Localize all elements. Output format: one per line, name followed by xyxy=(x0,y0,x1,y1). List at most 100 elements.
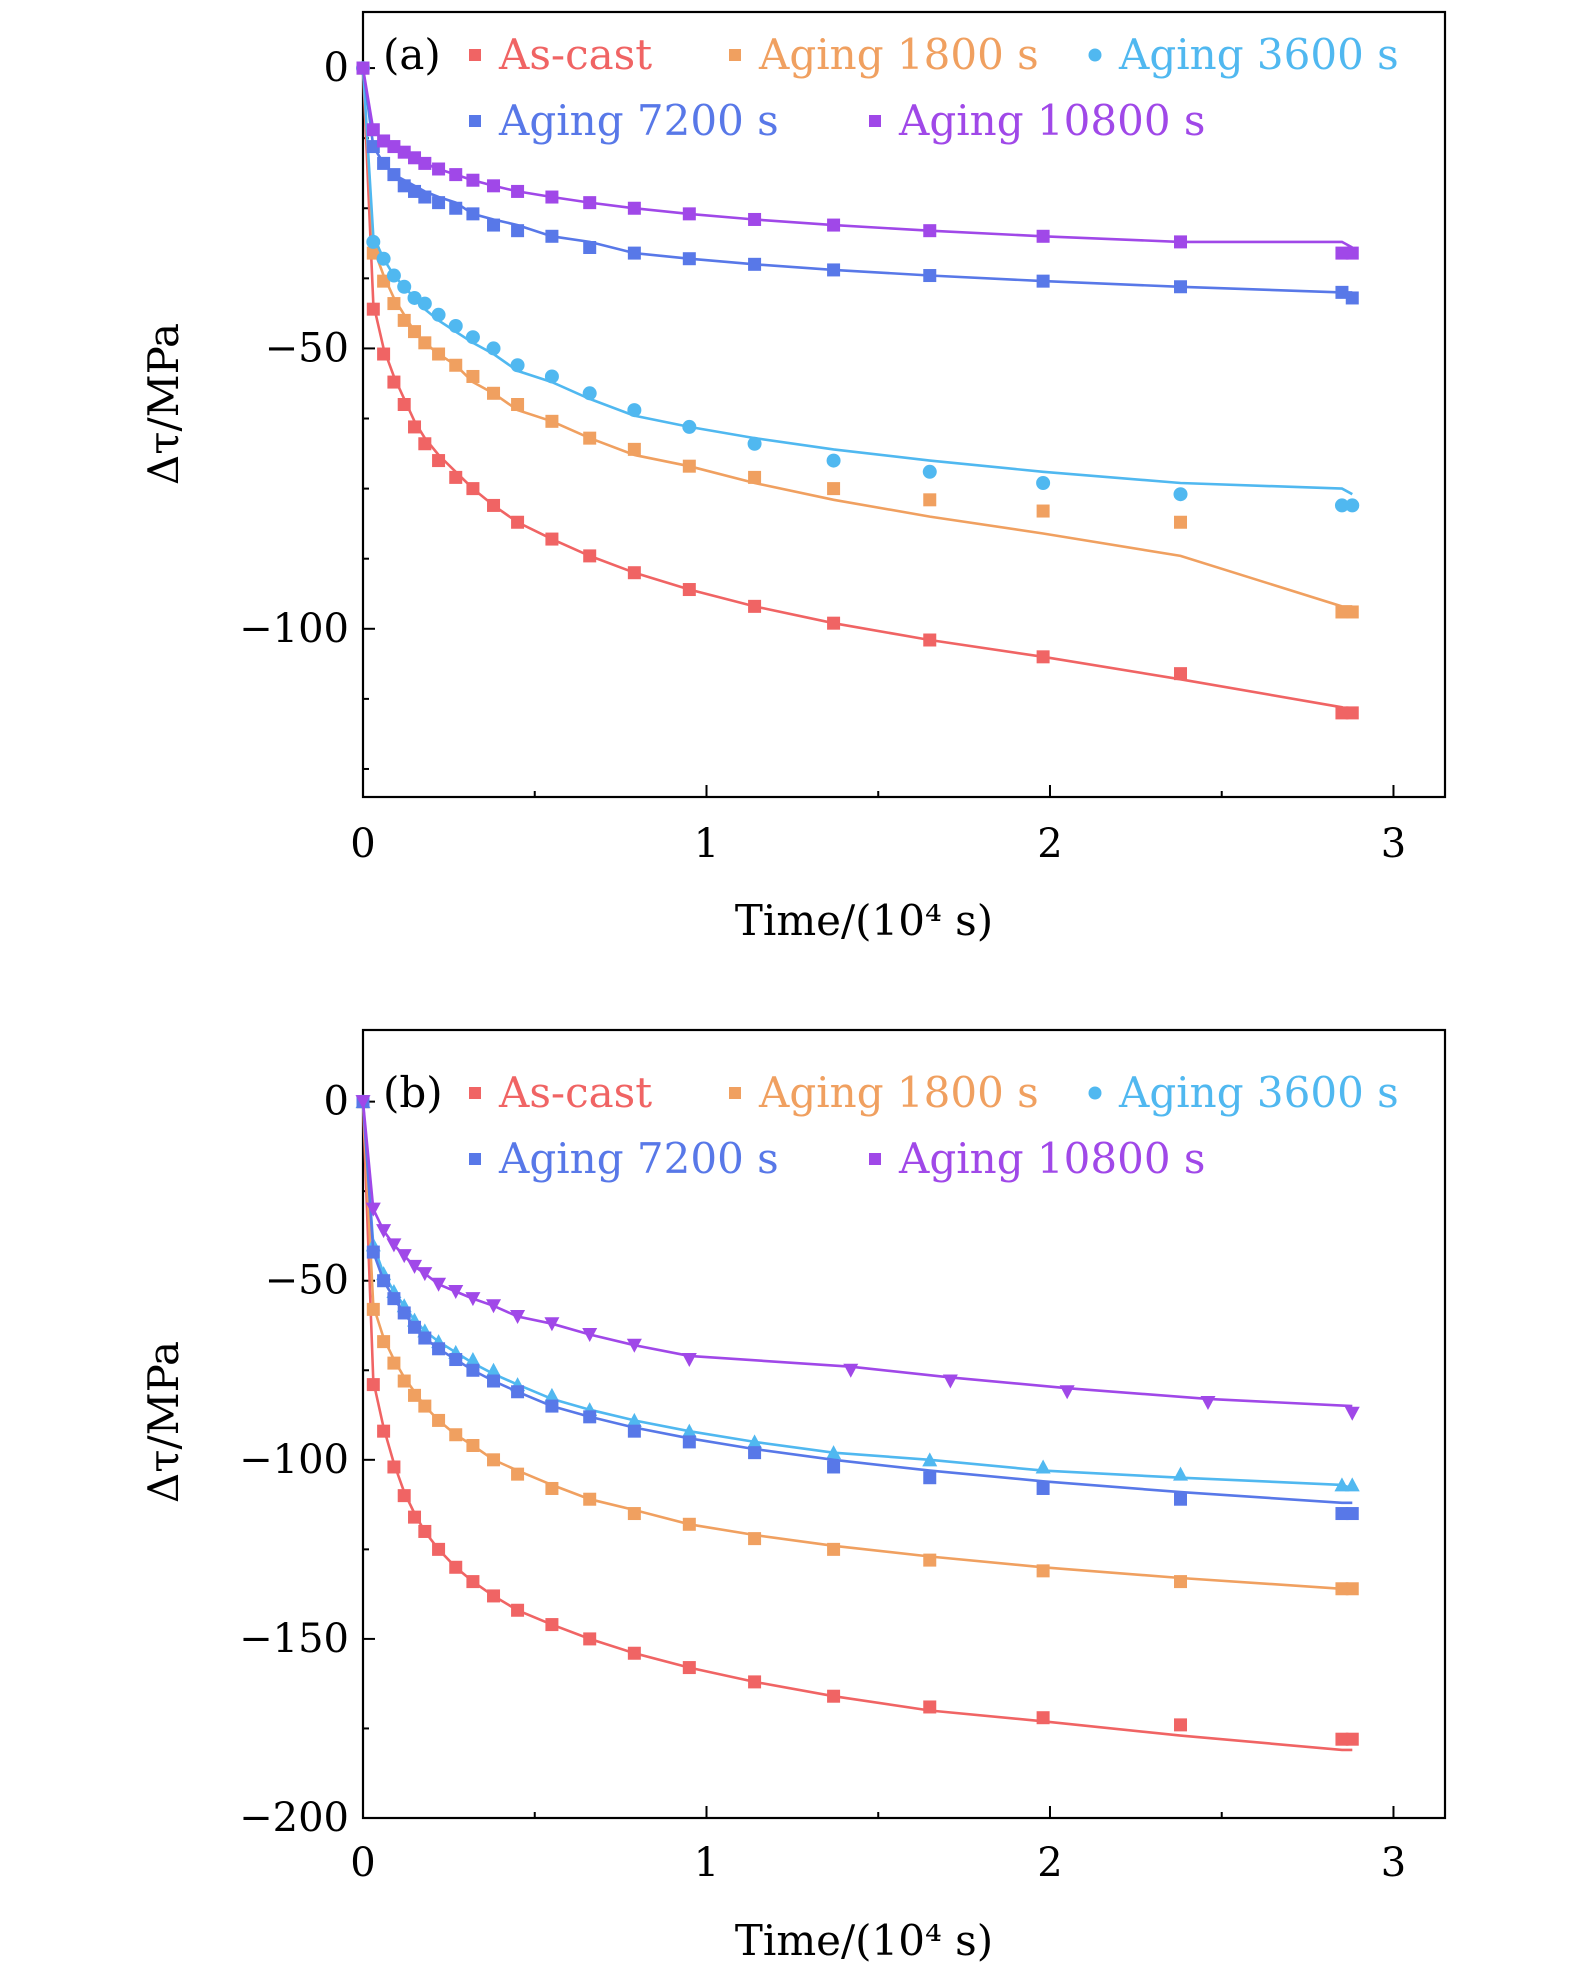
data-point xyxy=(487,1589,501,1603)
data-point xyxy=(377,1424,391,1438)
legend-marker xyxy=(869,1153,881,1165)
data-point xyxy=(682,583,696,597)
data-point xyxy=(827,482,841,496)
series-1 xyxy=(356,1095,1359,1596)
data-point xyxy=(431,1277,447,1292)
x-tick-label: 3 xyxy=(1381,821,1406,867)
legend-marker xyxy=(729,49,741,61)
x-axis-label: Time/(10⁴ s) xyxy=(735,1916,993,1965)
data-point xyxy=(583,1492,597,1506)
fit-curve xyxy=(361,68,1353,715)
data-point xyxy=(1345,246,1359,260)
series-3 xyxy=(356,1095,1359,1521)
data-point xyxy=(748,1446,762,1460)
series-4 xyxy=(355,1095,1360,1421)
plot-frame xyxy=(361,10,1447,799)
fit-curve xyxy=(361,1101,1353,1752)
data-point xyxy=(923,1700,937,1714)
data-point xyxy=(923,224,937,238)
y-tick-label: −200 xyxy=(239,1795,349,1841)
data-point xyxy=(747,1434,763,1449)
data-point xyxy=(923,493,937,507)
data-point xyxy=(544,1317,560,1332)
data-point xyxy=(682,1661,696,1675)
y-tick-label: 0 xyxy=(324,1079,349,1125)
data-point xyxy=(1036,274,1050,288)
data-point xyxy=(466,1363,480,1377)
data-point xyxy=(583,241,597,254)
data-point xyxy=(1345,605,1359,619)
data-point xyxy=(408,1510,422,1524)
legend: As-cast Aging 1800 s Aging 3600 s Aging 720… xyxy=(469,1068,1399,1183)
data-point xyxy=(449,168,463,182)
data-point xyxy=(487,1453,501,1467)
data-point xyxy=(627,1646,641,1660)
data-point xyxy=(408,325,422,339)
data-point xyxy=(407,290,422,305)
data-point xyxy=(418,156,432,170)
data-point xyxy=(748,1675,762,1689)
data-point xyxy=(827,1460,841,1474)
data-point xyxy=(682,1435,696,1449)
data-point xyxy=(449,358,463,372)
data-point xyxy=(1174,235,1188,249)
legend-marker xyxy=(469,115,481,127)
panel-b: 0 1 2 3 0 −50 −100 −150 −200 Time/(10⁴ s) Δτ/MPa (b… xyxy=(139,1028,1447,1965)
data-point xyxy=(826,453,841,468)
data-point xyxy=(397,313,411,327)
data-point xyxy=(466,1438,480,1452)
data-point xyxy=(511,224,525,238)
data-point xyxy=(1344,1406,1360,1421)
data-point xyxy=(923,633,937,647)
data-point xyxy=(748,599,762,613)
series-3 xyxy=(356,61,1359,305)
data-point xyxy=(449,1428,463,1442)
data-point xyxy=(408,1388,422,1402)
data-point xyxy=(923,269,937,283)
data-point xyxy=(827,1689,841,1703)
data-point xyxy=(1335,605,1349,619)
data-point xyxy=(356,61,370,75)
data-point xyxy=(432,1342,446,1356)
legend-label: Aging 7200 s xyxy=(498,1134,779,1183)
y-axis-label: Δτ/MPa xyxy=(139,323,188,485)
data-point xyxy=(545,190,559,204)
data-point xyxy=(387,168,401,182)
fit-curve xyxy=(361,67,1353,249)
data-point xyxy=(387,1356,401,1370)
data-point xyxy=(408,420,422,434)
data-point xyxy=(418,437,432,451)
data-point xyxy=(1345,1582,1359,1596)
data-point xyxy=(487,179,501,193)
legend-label: Aging 10800 s xyxy=(898,1134,1205,1183)
data-point xyxy=(511,1467,525,1481)
data-point xyxy=(432,454,446,468)
series-2 xyxy=(356,61,1360,513)
data-point xyxy=(487,498,501,512)
data-point xyxy=(1174,515,1188,529)
data-point xyxy=(511,1603,525,1617)
y-tick-label: −150 xyxy=(239,1616,349,1662)
data-point xyxy=(1035,1459,1051,1474)
legend-label: Aging 10800 s xyxy=(898,96,1205,145)
data-point xyxy=(396,1249,412,1264)
data-point xyxy=(432,1542,446,1556)
data-point xyxy=(466,482,480,496)
legend-label: As-cast xyxy=(498,30,652,79)
data-point xyxy=(387,375,401,389)
data-point xyxy=(827,263,841,277)
data-point xyxy=(397,179,411,193)
data-point xyxy=(486,341,501,356)
panel-label: (b) xyxy=(383,1068,443,1117)
data-point xyxy=(466,369,480,383)
data-point xyxy=(545,532,559,546)
data-point xyxy=(355,1095,371,1110)
data-point xyxy=(583,196,597,210)
data-point xyxy=(465,1292,481,1307)
y-tick-label: −100 xyxy=(239,606,349,652)
data-point xyxy=(418,1331,432,1345)
data-point xyxy=(1335,1582,1349,1596)
data-point xyxy=(486,1299,502,1314)
data-point xyxy=(487,386,501,400)
data-point xyxy=(1335,246,1349,260)
